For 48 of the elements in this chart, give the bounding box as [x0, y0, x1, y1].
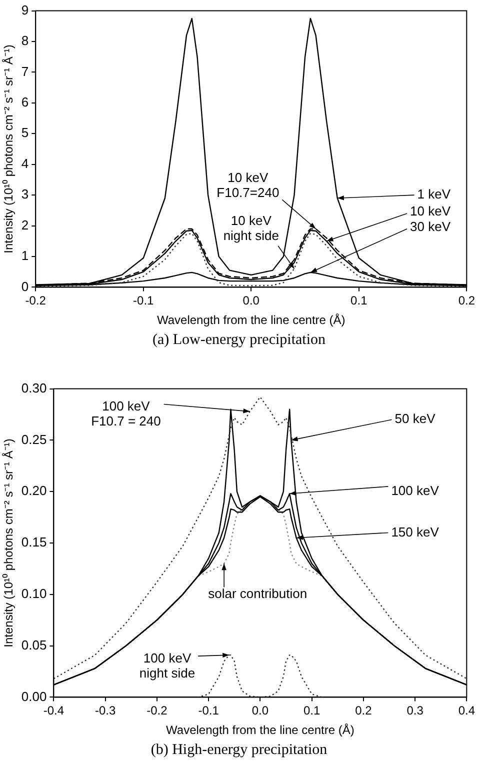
y-tick-label: 0.00 [21, 688, 47, 704]
y-tick-label: 0.25 [21, 432, 47, 447]
text: (b) High-energy precipitation [150, 742, 328, 759]
y-tick-label: 1 [21, 248, 29, 264]
x-tick-label: -0.2 [146, 704, 168, 718]
y-axis-title: Intensity (10¹⁰ photons cm⁻² s⁻¹ sr⁻¹ Å⁻¹) [2, 44, 16, 254]
x-tick-label: -0.3 [94, 704, 116, 718]
y-tick-label: 2 [21, 217, 29, 232]
x-axis-title: Wavelength from the line centre (Å) [156, 313, 346, 328]
x-tick-label: 0.1 [303, 704, 320, 718]
x-tick-label: -0.2 [25, 294, 46, 308]
annotation: 50 keV [394, 411, 436, 426]
x-axis-title: Wavelength from the line centre (Å) [166, 723, 354, 738]
x-tick-label: 0.0 [242, 294, 260, 308]
y-tick-label: 0.20 [21, 483, 47, 498]
x-tick-label: -0.1 [198, 704, 220, 718]
text: (a) Low-energy precipitation [152, 332, 326, 349]
x-tick-label: -0.1 [133, 294, 154, 308]
y-tick-label: 7 [21, 64, 29, 79]
y-axis-title: Intensity (10¹⁰ photons cm⁻² s⁻¹ sr⁻¹ Å⁻¹) [2, 438, 16, 648]
x-tick-label: 0.2 [355, 704, 372, 718]
y-tick-label: 4 [21, 156, 29, 171]
x-tick-label: 0.2 [458, 294, 476, 308]
annotation: 100 keV night side [139, 650, 196, 680]
x-tick-label: -0.4 [43, 704, 64, 718]
y-tick-label: 0.10 [21, 586, 47, 601]
annotation: solar contribution [208, 586, 308, 601]
y-tick-label: 5 [21, 125, 29, 140]
y-tick-label: 9 [21, 2, 29, 18]
y-tick-label: 3 [21, 186, 29, 202]
x-tick-label: 0.0 [252, 704, 269, 718]
y-tick-label: 0.15 [21, 534, 47, 550]
x-tick-label: 0.4 [458, 704, 476, 718]
y-tick-label: 0.30 [21, 380, 47, 396]
y-tick-label: 0 [21, 278, 29, 294]
annotation: 100 keV [391, 483, 440, 498]
y-tick-label: 8 [21, 33, 29, 48]
y-tick-label: 6 [21, 94, 29, 110]
x-tick-label: 0.3 [406, 704, 424, 718]
annotation: 10 keV [410, 204, 451, 219]
annotation: 10 keV F10.7=240 [216, 170, 280, 200]
annotation: 150 keV [391, 524, 440, 540]
annotation: 10 keV night side [223, 212, 279, 243]
annotation: 100 keV F10.7 = 240 [91, 398, 161, 429]
annotation: 30 keV [410, 218, 451, 234]
annotation: 1 keV [417, 186, 451, 202]
x-tick-label: 0.1 [350, 294, 368, 308]
y-tick-label: 0.05 [21, 637, 47, 652]
